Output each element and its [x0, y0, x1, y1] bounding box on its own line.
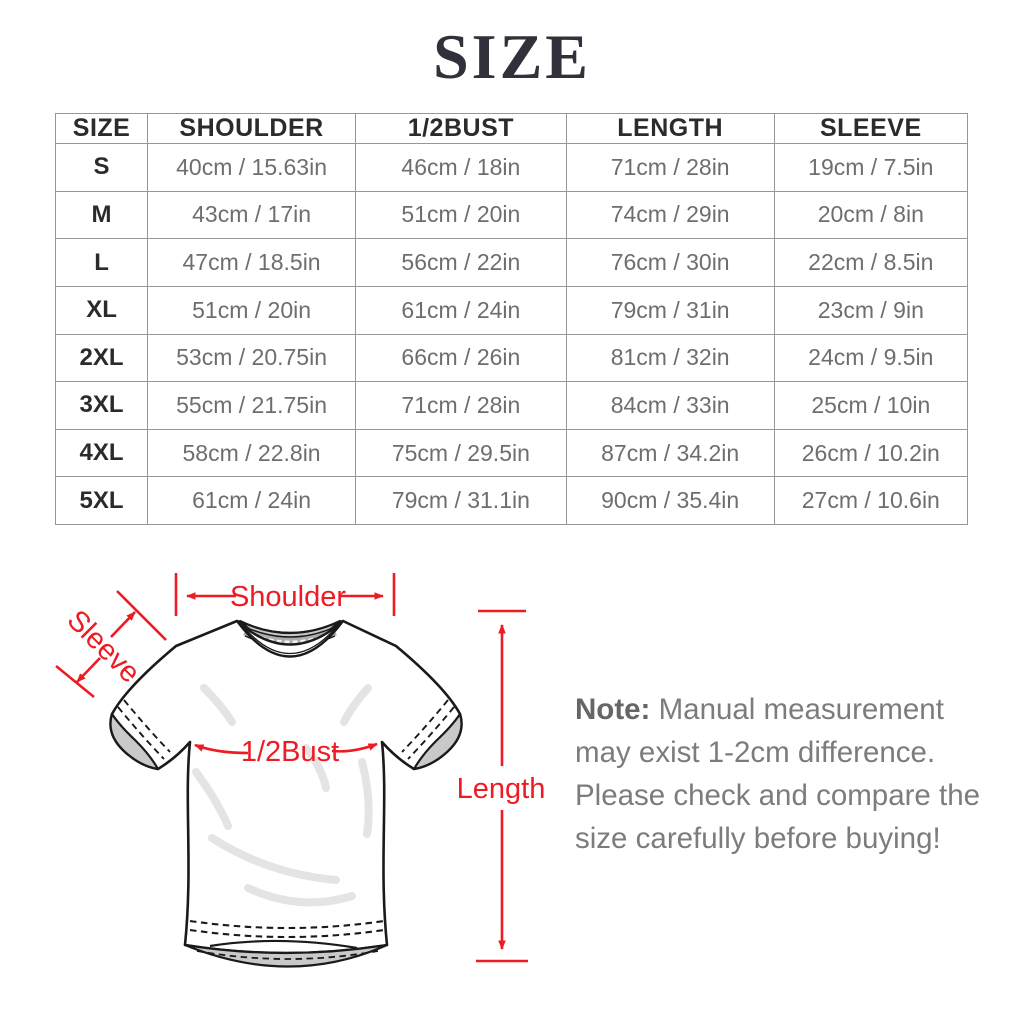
note-label: Note: [575, 693, 651, 726]
bust-label: 1/2Bust [241, 736, 339, 768]
tshirt-hem [183, 943, 389, 968]
table-cell: 56cm / 22in [355, 238, 567, 287]
table-cell: 53cm / 20.75in [147, 333, 357, 383]
table-cell: 90cm / 35.4in [565, 476, 775, 525]
table-row: 4XL 58cm / 22.8in 75cm / 29.5in 87cm / 3… [54, 428, 969, 478]
table-cell: 5XL [54, 476, 149, 525]
table-cell: 71cm / 28in [355, 381, 567, 430]
wrinkle-shading [200, 684, 236, 726]
table-row: XL 51cm / 20in 61cm / 24in 79cm / 31in 2… [54, 285, 969, 335]
table-cell: 19cm / 7.5in [773, 143, 969, 192]
table-row: S 40cm / 15.63in 46cm / 18in 71cm / 28in… [54, 143, 969, 192]
wrinkle-shading [244, 884, 356, 907]
column-header-bust: 1/2BUST [355, 113, 567, 144]
column-header-length: LENGTH [565, 113, 775, 144]
table-cell: 25cm / 10in [773, 381, 969, 430]
table-cell: 55cm / 21.75in [147, 381, 357, 430]
collar-rib [235, 619, 345, 658]
note-body: Manual measurement may exist 1-2cm diffe… [575, 693, 981, 856]
table-cell: 3XL [54, 381, 149, 430]
table-cell: 47cm / 18.5in [147, 238, 357, 287]
table-row: 3XL 55cm / 21.75in 71cm / 28in 84cm / 33… [54, 381, 969, 430]
column-header-shoulder: SHOULDER [147, 113, 357, 144]
table-cell: 79cm / 31in [565, 285, 775, 335]
page-title: SIZE [433, 21, 591, 92]
table-cell: 74cm / 29in [565, 190, 775, 240]
table-row: 2XL 53cm / 20.75in 66cm / 26in 81cm / 32… [54, 333, 969, 383]
hem-stitching [189, 919, 385, 930]
table-cell: M [54, 190, 149, 240]
table-cell: 66cm / 26in [355, 333, 567, 383]
table-cell: 4XL [54, 428, 149, 478]
length-label: Length [457, 773, 546, 805]
column-header-size: SIZE [54, 113, 149, 144]
table-cell: 75cm / 29.5in [355, 428, 567, 478]
table-cell: 40cm / 15.63in [147, 143, 357, 192]
collar-band-edge [244, 626, 336, 638]
table-cell: 71cm / 28in [565, 143, 775, 192]
table-cell: 61cm / 24in [355, 285, 567, 335]
table-cell: S [54, 143, 149, 192]
table-cell: 84cm / 33in [565, 381, 775, 430]
length-arrow: Length [457, 609, 546, 963]
table-cell: 22cm / 8.5in [773, 238, 969, 287]
right-sleeve-stitching [407, 706, 455, 760]
left-sleeve-stitching [117, 706, 165, 760]
table-cell: 79cm / 31.1in [355, 476, 567, 525]
right-sleeve-stitching [401, 699, 449, 753]
sleeve-label: Sleeve [61, 604, 146, 689]
wrinkle-shading [302, 744, 330, 792]
left-sleeve-cuff [109, 712, 160, 771]
table-cell: XL [54, 285, 149, 335]
collar-rib-seam [240, 623, 340, 655]
table-row: L 47cm / 18.5in 56cm / 22in 76cm / 30in … [54, 238, 969, 287]
wrinkle-shading [192, 768, 232, 830]
table-cell: 46cm / 18in [355, 143, 567, 192]
tshirt-drawing [109, 619, 463, 968]
column-header-sleeve: SLEEVE [773, 113, 969, 144]
table-cell: 23cm / 9in [773, 285, 969, 335]
wrinkle-shading [208, 834, 340, 884]
table-cell: 76cm / 30in [565, 238, 775, 287]
table-cell: 20cm / 8in [773, 190, 969, 240]
wrinkle-shading [340, 684, 372, 726]
table-cell: 58cm / 22.8in [147, 428, 357, 478]
table-cell: 2XL [54, 333, 149, 383]
table-cell: L [54, 238, 149, 287]
wrinkle-shading [358, 758, 373, 838]
table-cell: 27cm / 10.6in [773, 476, 969, 525]
tshirt-measurement-diagram: Shoulder Sleeve 1/2Bust Length [55, 573, 546, 968]
size-table: SIZE SHOULDER 1/2BUST LENGTH SLEEVE S 40… [54, 113, 969, 525]
shoulder-arrow: Shoulder [174, 573, 396, 616]
shoulder-label: Shoulder [230, 581, 346, 613]
table-cell: 87cm / 34.2in [565, 428, 775, 478]
hem-stitching [196, 950, 379, 960]
table-cell: 51cm / 20in [147, 285, 357, 335]
table-cell: 24cm / 9.5in [773, 333, 969, 383]
right-sleeve-cuff [412, 712, 463, 771]
note-text: Note: Manual measurement may exist 1-2cm… [575, 688, 987, 860]
table-row: 5XL 61cm / 24in 79cm / 31.1in 90cm / 35.… [54, 476, 969, 525]
table-cell: 51cm / 20in [355, 190, 567, 240]
table-cell: 81cm / 32in [565, 333, 775, 383]
left-sleeve-stitching [123, 699, 171, 753]
table-header-row: SIZE SHOULDER 1/2BUST LENGTH SLEEVE [54, 113, 969, 144]
table-cell: 61cm / 24in [147, 476, 357, 525]
bust-arrow: 1/2Bust [194, 736, 378, 768]
hem-stitching [189, 928, 385, 939]
table-row: M 43cm / 17in 51cm / 20in 74cm / 29in 20… [54, 190, 969, 240]
hem-fold-line [209, 939, 358, 950]
table-cell: 43cm / 17in [147, 190, 357, 240]
table-cell: 26cm / 10.2in [773, 428, 969, 478]
